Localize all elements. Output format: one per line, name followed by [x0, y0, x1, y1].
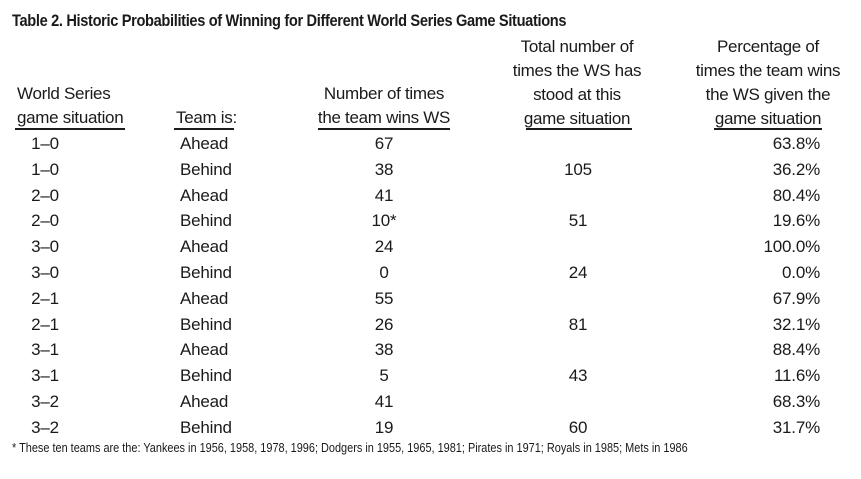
cell-team: Ahead	[180, 185, 229, 205]
cell-team: Behind	[180, 211, 232, 231]
cell-situation: 2–1	[31, 288, 59, 308]
header-rule	[174, 128, 234, 130]
cell-pct: 100.0%	[763, 237, 821, 257]
cell-situation: 3–1	[31, 366, 59, 386]
cell-pct: 63.8%	[772, 134, 820, 153]
table-row: 3–1 Behind 5 43 11.6%	[0, 363, 861, 389]
cell-total: 81	[568, 314, 588, 334]
header-line: game situation	[523, 109, 631, 128]
header-line: stood at this	[533, 85, 621, 104]
cell-team: Behind	[180, 366, 232, 386]
cell-pct: 36.2%	[772, 159, 820, 179]
cell-total: 43	[568, 366, 588, 386]
table-row: 3–0 Behind 0 24 0.0%	[0, 260, 861, 286]
cell-pct: 19.6%	[772, 211, 820, 231]
cell-wins: 19	[374, 417, 394, 437]
header-line: Percentage of	[717, 37, 819, 56]
cell-pct: 0.0%	[782, 263, 820, 282]
cell-situation: 2–1	[31, 314, 59, 334]
cell-wins: 24	[374, 237, 394, 257]
cell-pct: 31.7%	[772, 417, 820, 437]
header-game-situation: World Series game situation	[17, 82, 124, 130]
header-percentage: Percentage of times the team wins the WS…	[688, 35, 848, 131]
cell-situation: 1–0	[31, 134, 59, 153]
header-team-is: Team is:	[176, 106, 237, 130]
table-row: 3–2 Behind 19 60 31.7%	[0, 415, 861, 441]
table-row: 3–2 Ahead 41 68.3%	[0, 389, 861, 415]
table-row: 3–1 Ahead 38 88.4%	[0, 337, 861, 363]
cell-wins: 0	[379, 263, 389, 282]
header-line: World Series	[17, 84, 111, 103]
cell-team: Ahead	[180, 134, 229, 153]
cell-pct: 68.3%	[772, 392, 820, 411]
cell-total: 105	[564, 159, 592, 179]
cell-team: Ahead	[180, 392, 229, 411]
cell-wins: 5	[379, 366, 389, 386]
header-line: Total number of	[520, 37, 634, 56]
cell-total: 51	[568, 211, 588, 231]
cell-situation: 3–1	[31, 340, 59, 360]
header-total-number: Total number of times the WS has stood a…	[492, 35, 662, 131]
header-line: times the team wins	[695, 61, 841, 80]
table-row: 2–1 Ahead 55 67.9%	[0, 286, 861, 312]
table-row: 1–0 Behind 38 105 36.2%	[0, 157, 861, 183]
cell-wins: 38	[374, 159, 394, 179]
cell-situation: 3–0	[31, 263, 59, 282]
header-line: Team is:	[176, 108, 237, 127]
cell-team: Behind	[180, 159, 232, 179]
cell-situation: 3–2	[31, 417, 59, 437]
cell-situation: 3–2	[31, 392, 59, 411]
cell-team: Ahead	[180, 288, 229, 308]
table-row: 3–0 Ahead 24 100.0%	[0, 234, 861, 260]
header-line: game situation	[714, 109, 822, 128]
cell-wins: 41	[374, 392, 394, 411]
cell-pct: 11.6%	[774, 366, 820, 386]
cell-wins: 41	[374, 185, 394, 205]
header-rule	[714, 128, 822, 130]
cell-total: 60	[568, 417, 588, 437]
header-line: the team wins WS	[317, 108, 451, 127]
cell-situation: 2–0	[31, 185, 59, 205]
cell-wins: 26	[374, 314, 394, 334]
table-row: 2–0 Behind 10* 51 19.6%	[0, 208, 861, 234]
cell-situation: 1–0	[31, 159, 59, 179]
header-line: the WS given the	[705, 85, 831, 104]
cell-total: 24	[568, 263, 588, 282]
cell-pct: 32.1%	[772, 314, 820, 334]
table-title: Table 2. Historic Probabilities of Winni…	[12, 11, 567, 30]
footnote: * These ten teams are the: Yankees in 19…	[12, 440, 688, 455]
header-number-of-wins: Number of times the team wins WS	[300, 82, 468, 130]
header-rule	[526, 128, 632, 130]
cell-wins: 67	[374, 134, 394, 153]
header-rule	[318, 128, 450, 130]
cell-wins: 10*	[371, 211, 397, 231]
header-line: game situation	[17, 108, 124, 127]
cell-pct: 80.4%	[772, 185, 820, 205]
cell-team: Behind	[180, 314, 232, 334]
cell-team: Behind	[180, 263, 232, 282]
cell-wins: 38	[374, 340, 394, 360]
cell-wins: 55	[374, 288, 394, 308]
header-rule	[15, 128, 125, 130]
cell-pct: 67.9%	[772, 288, 820, 308]
header-line: Number of times	[323, 84, 445, 103]
table-row: 2–1 Behind 26 81 32.1%	[0, 312, 861, 338]
cell-team: Ahead	[180, 340, 229, 360]
cell-team: Behind	[180, 417, 232, 437]
cell-team: Ahead	[180, 237, 229, 257]
cell-situation: 3–0	[31, 237, 59, 257]
table-row: 1–0 Ahead 67 63.8%	[0, 131, 861, 157]
cell-pct: 88.4%	[772, 340, 820, 360]
cell-situation: 2–0	[31, 211, 59, 231]
header-line: times the WS has	[512, 61, 642, 80]
table-row: 2–0 Ahead 41 80.4%	[0, 183, 861, 209]
